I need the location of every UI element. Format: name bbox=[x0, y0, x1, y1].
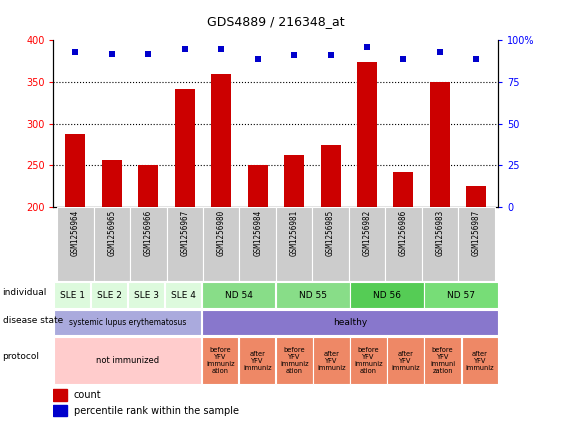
Point bbox=[289, 52, 298, 59]
Text: not immunized: not immunized bbox=[96, 356, 159, 365]
Text: GDS4889 / 216348_at: GDS4889 / 216348_at bbox=[207, 15, 345, 28]
Point bbox=[144, 50, 153, 57]
Text: GSM1256980: GSM1256980 bbox=[217, 210, 226, 256]
Text: GSM1256984: GSM1256984 bbox=[253, 210, 262, 256]
Bar bbox=[357, 62, 377, 207]
FancyBboxPatch shape bbox=[167, 207, 203, 281]
Bar bbox=[138, 165, 158, 207]
Text: ND 56: ND 56 bbox=[373, 291, 401, 299]
Text: protocol: protocol bbox=[3, 352, 39, 361]
Bar bbox=[394, 172, 413, 207]
Bar bbox=[175, 89, 195, 207]
Text: GSM1256967: GSM1256967 bbox=[180, 210, 189, 256]
Point bbox=[326, 52, 335, 59]
FancyBboxPatch shape bbox=[54, 337, 202, 384]
Bar bbox=[248, 165, 267, 207]
Point bbox=[217, 45, 226, 52]
FancyBboxPatch shape bbox=[165, 283, 202, 308]
Text: count: count bbox=[74, 390, 101, 400]
FancyBboxPatch shape bbox=[425, 337, 461, 384]
Text: SLE 2: SLE 2 bbox=[97, 291, 122, 299]
Text: SLE 1: SLE 1 bbox=[60, 291, 84, 299]
Text: GSM1256964: GSM1256964 bbox=[71, 210, 80, 256]
Text: after
YFV
immuniz: after YFV immuniz bbox=[243, 351, 272, 371]
Bar bbox=[284, 155, 304, 207]
Point bbox=[180, 45, 189, 52]
Bar bbox=[430, 82, 450, 207]
Point bbox=[108, 50, 117, 57]
Text: systemic lupus erythematosus: systemic lupus erythematosus bbox=[69, 318, 186, 327]
Text: before
YFV
immuniz
ation: before YFV immuniz ation bbox=[354, 347, 383, 374]
FancyBboxPatch shape bbox=[312, 207, 349, 281]
FancyBboxPatch shape bbox=[462, 337, 498, 384]
Point bbox=[253, 55, 262, 62]
Text: GSM1256981: GSM1256981 bbox=[289, 210, 298, 256]
FancyBboxPatch shape bbox=[385, 207, 422, 281]
Text: ND 54: ND 54 bbox=[225, 291, 253, 299]
FancyBboxPatch shape bbox=[425, 283, 498, 308]
Text: GSM1256983: GSM1256983 bbox=[435, 210, 444, 256]
FancyBboxPatch shape bbox=[203, 207, 239, 281]
Text: GSM1256982: GSM1256982 bbox=[363, 210, 372, 256]
Text: GSM1256987: GSM1256987 bbox=[472, 210, 481, 256]
Text: GSM1256986: GSM1256986 bbox=[399, 210, 408, 256]
Text: SLE 3: SLE 3 bbox=[133, 291, 159, 299]
FancyBboxPatch shape bbox=[239, 207, 276, 281]
FancyBboxPatch shape bbox=[276, 283, 350, 308]
FancyBboxPatch shape bbox=[239, 337, 275, 384]
Point bbox=[363, 44, 372, 50]
FancyBboxPatch shape bbox=[350, 337, 387, 384]
Text: GSM1256985: GSM1256985 bbox=[326, 210, 335, 256]
FancyBboxPatch shape bbox=[458, 207, 495, 281]
Text: disease state: disease state bbox=[3, 316, 63, 325]
Text: percentile rank within the sample: percentile rank within the sample bbox=[74, 406, 239, 416]
Text: after
YFV
immuniz: after YFV immuniz bbox=[317, 351, 346, 371]
Text: before
YFV
immuni
zation: before YFV immuni zation bbox=[430, 347, 455, 374]
Point bbox=[435, 49, 444, 55]
Text: ND 55: ND 55 bbox=[299, 291, 327, 299]
Text: healthy: healthy bbox=[333, 318, 367, 327]
FancyBboxPatch shape bbox=[202, 337, 239, 384]
FancyBboxPatch shape bbox=[349, 207, 385, 281]
Point bbox=[399, 55, 408, 62]
Text: GSM1256965: GSM1256965 bbox=[108, 210, 117, 256]
Text: ND 57: ND 57 bbox=[447, 291, 475, 299]
FancyBboxPatch shape bbox=[276, 207, 312, 281]
Text: before
YFV
immuniz
ation: before YFV immuniz ation bbox=[280, 347, 309, 374]
FancyBboxPatch shape bbox=[313, 337, 350, 384]
FancyBboxPatch shape bbox=[54, 283, 90, 308]
FancyBboxPatch shape bbox=[276, 337, 312, 384]
Bar bbox=[102, 159, 122, 207]
FancyBboxPatch shape bbox=[93, 207, 130, 281]
FancyBboxPatch shape bbox=[422, 207, 458, 281]
Text: before
YFV
immuniz
ation: before YFV immuniz ation bbox=[206, 347, 235, 374]
FancyBboxPatch shape bbox=[350, 283, 424, 308]
Bar bbox=[65, 134, 86, 207]
FancyBboxPatch shape bbox=[387, 337, 424, 384]
Text: after
YFV
immuniz: after YFV immuniz bbox=[391, 351, 420, 371]
Text: GSM1256966: GSM1256966 bbox=[144, 210, 153, 256]
FancyBboxPatch shape bbox=[91, 283, 127, 308]
Bar bbox=[211, 74, 231, 207]
Bar bbox=[53, 405, 68, 416]
Bar bbox=[53, 390, 68, 401]
Text: individual: individual bbox=[3, 288, 47, 297]
FancyBboxPatch shape bbox=[128, 283, 164, 308]
Bar bbox=[466, 187, 486, 207]
FancyBboxPatch shape bbox=[57, 207, 93, 281]
Point bbox=[71, 49, 80, 55]
FancyBboxPatch shape bbox=[130, 207, 167, 281]
Point bbox=[472, 55, 481, 62]
Text: after
YFV
immuniz: after YFV immuniz bbox=[466, 351, 494, 371]
FancyBboxPatch shape bbox=[202, 283, 275, 308]
FancyBboxPatch shape bbox=[54, 310, 202, 335]
FancyBboxPatch shape bbox=[202, 310, 498, 335]
Text: SLE 4: SLE 4 bbox=[171, 291, 196, 299]
Bar bbox=[320, 146, 341, 207]
